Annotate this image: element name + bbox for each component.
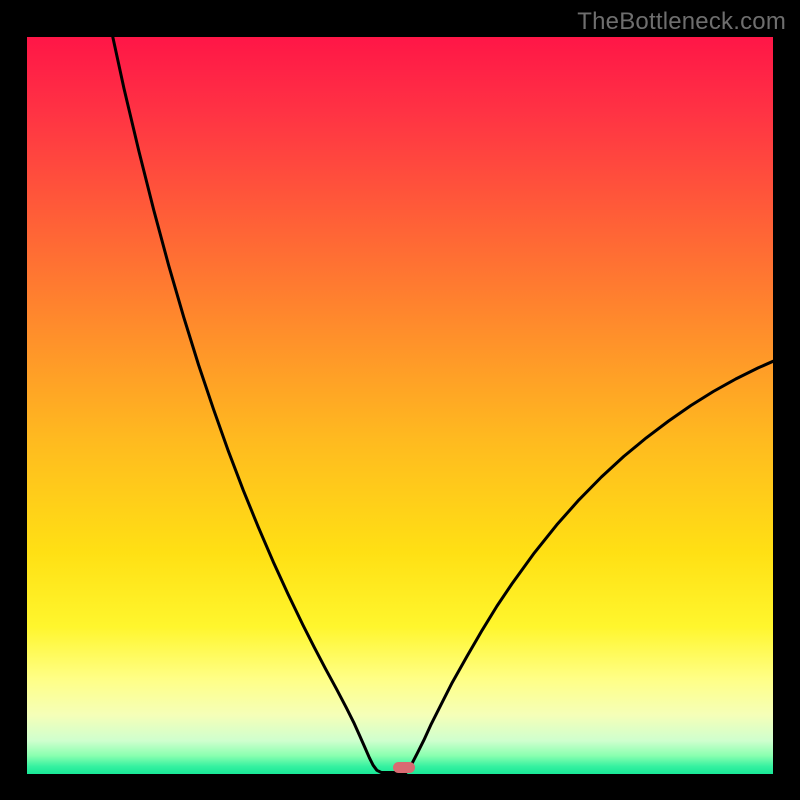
bottleneck-curve xyxy=(27,37,773,774)
bottleneck-curve-path xyxy=(113,37,773,774)
minimum-marker xyxy=(393,762,415,773)
watermark-text: TheBottleneck.com xyxy=(577,8,786,36)
plot-area xyxy=(27,37,773,774)
chart-frame: TheBottleneck.com xyxy=(0,0,800,800)
